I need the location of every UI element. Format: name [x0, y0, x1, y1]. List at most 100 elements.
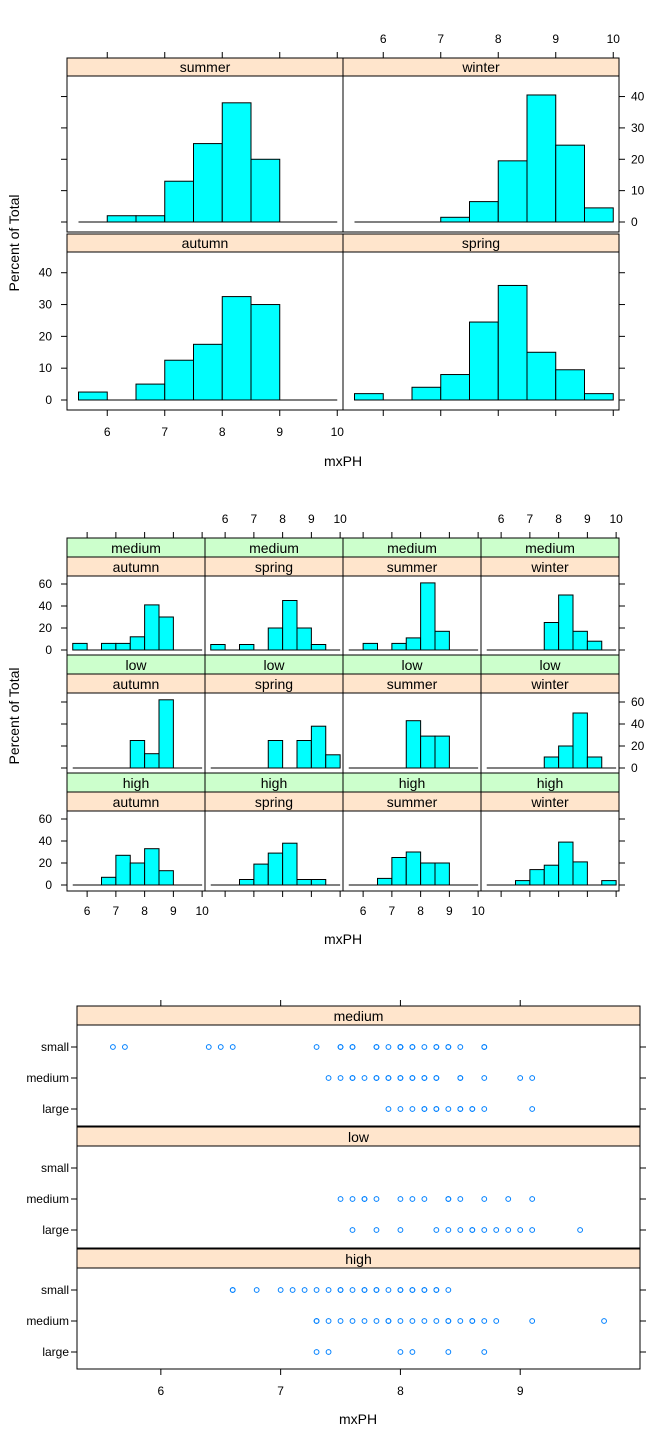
data-point: [349, 1287, 356, 1293]
bar: [267, 740, 284, 769]
x-tick-label: 7: [527, 512, 534, 526]
strip-season-label: autumn: [113, 559, 160, 575]
data-point: [445, 1106, 452, 1112]
bar: [267, 627, 284, 651]
panel-frame-spring: [342, 251, 620, 411]
x-tick-label: 6: [360, 904, 367, 918]
data-point: [385, 1044, 392, 1050]
x-tick-label: 8: [279, 512, 286, 526]
data-point: [529, 1196, 536, 1202]
bar: [526, 351, 557, 401]
bar: [221, 296, 252, 401]
y-category-label: small: [41, 1283, 69, 1297]
data-point: [421, 1075, 428, 1081]
data-point: [349, 1318, 356, 1324]
x-tick-label: 7: [389, 904, 396, 918]
data-point: [529, 1318, 536, 1324]
y-category-label: small: [41, 1161, 69, 1175]
bar: [391, 857, 407, 886]
y-tick-label: 60: [39, 812, 53, 826]
data-point: [433, 1075, 440, 1081]
data-point: [433, 1106, 440, 1112]
data-point: [409, 1287, 416, 1293]
data-point: [481, 1349, 488, 1355]
x-tick-label: 9: [170, 904, 177, 918]
x-tick-label: 8: [397, 1384, 404, 1398]
x-tick-label: 8: [141, 904, 148, 918]
data-point: [373, 1196, 380, 1202]
y-tick-label: 0: [45, 643, 52, 657]
y-tick-label: 20: [39, 329, 53, 343]
data-point: [433, 1318, 440, 1324]
data-point: [445, 1196, 452, 1202]
data-point: [349, 1075, 356, 1081]
bar: [584, 393, 614, 401]
y-category-label: large: [42, 1345, 69, 1359]
data-point: [457, 1227, 464, 1233]
data-point: [397, 1106, 404, 1112]
y-tick-label: 20: [631, 152, 645, 166]
data-point: [421, 1044, 428, 1050]
y-tick-label: 20: [631, 739, 645, 753]
data-point: [481, 1075, 488, 1081]
bar: [310, 725, 327, 769]
data-point: [373, 1075, 380, 1081]
bar: [101, 642, 117, 651]
y-category-label: medium: [26, 1314, 69, 1328]
strip-size-label: medium: [387, 540, 437, 556]
data-point: [409, 1318, 416, 1324]
y-category-label: large: [42, 1223, 69, 1237]
bar: [543, 756, 560, 769]
strip-size-label: high: [537, 775, 563, 791]
x-tick-label: 8: [219, 425, 226, 439]
panel-frame-winter: [342, 75, 620, 233]
bar: [555, 369, 585, 401]
bar: [543, 864, 560, 886]
data-point: [361, 1196, 368, 1202]
bar: [239, 879, 255, 886]
data-point: [361, 1287, 368, 1293]
data-point: [385, 1106, 392, 1112]
data-point: [481, 1044, 488, 1050]
data-point: [469, 1227, 476, 1233]
strip-label-winter: winter: [461, 59, 500, 75]
bar: [267, 852, 284, 886]
x-tick-label: 10: [195, 904, 209, 918]
data-point: [433, 1044, 440, 1050]
strip-size-label: low: [401, 657, 423, 673]
y-tick-label: 0: [45, 393, 52, 407]
bar: [296, 740, 312, 769]
x-tick-label: 7: [113, 904, 120, 918]
data-point: [421, 1106, 428, 1112]
data-point: [253, 1287, 260, 1293]
data-point: [493, 1227, 500, 1233]
data-point: [349, 1044, 356, 1050]
strip-label-spring: spring: [462, 235, 500, 251]
x-tick-label: 10: [609, 512, 623, 526]
data-point: [397, 1075, 404, 1081]
bar: [164, 180, 194, 223]
data-point: [373, 1287, 380, 1293]
bar: [250, 158, 281, 223]
x-tick-label: 7: [161, 425, 168, 439]
x-tick-label: 6: [158, 1384, 165, 1398]
data-point: [481, 1318, 488, 1324]
data-point: [529, 1075, 536, 1081]
y-tick-label: 10: [39, 361, 53, 375]
bar: [193, 143, 223, 223]
bar: [558, 594, 574, 651]
data-point: [337, 1287, 344, 1293]
bar: [164, 359, 194, 401]
y-tick-label: 40: [39, 599, 53, 613]
data-point: [493, 1318, 500, 1324]
panel-frame-high: [76, 1267, 641, 1370]
bar: [115, 854, 131, 886]
y-tick-label: 0: [631, 215, 638, 229]
strip-season-label: spring: [255, 794, 293, 810]
data-point: [421, 1287, 428, 1293]
x-tick-label: 10: [607, 32, 621, 46]
strip-size-label: high: [123, 775, 149, 791]
y-category-label: small: [41, 1040, 69, 1054]
x-tick-label: 7: [251, 512, 258, 526]
strip-size-label: low: [263, 657, 285, 673]
